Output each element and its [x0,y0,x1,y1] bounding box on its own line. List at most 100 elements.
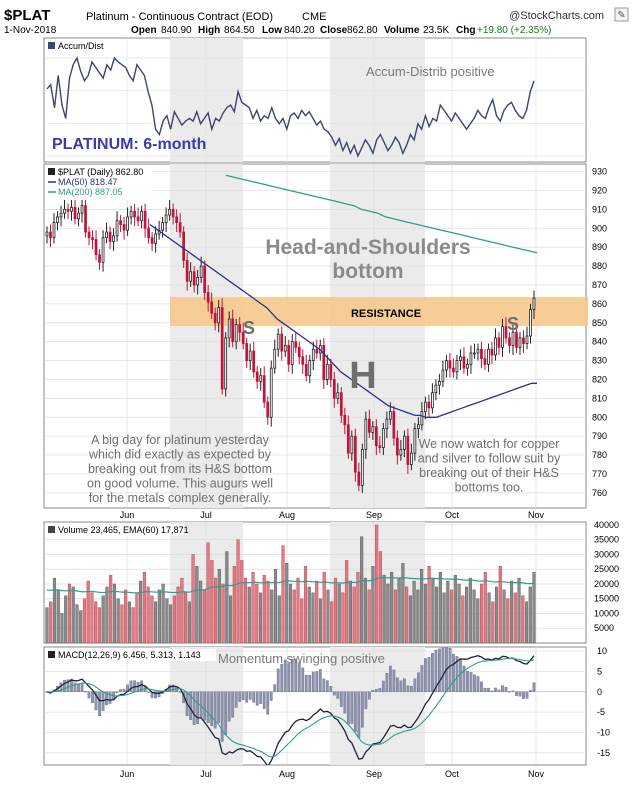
volume-bar [187,601,191,644]
candle-body [438,380,441,386]
volume-bar [322,571,326,644]
volume-bar [303,566,308,644]
candle-body [420,411,424,426]
candle-body [322,345,326,380]
ohlc-summary: Open 840.90 High 864.50 Low 840.20 Close… [131,25,552,36]
macd-histogram-bar [199,691,203,718]
volume-bar [476,598,480,644]
macd-histogram-bar [98,691,101,717]
volume-bar [307,586,311,644]
volume-bar [360,536,364,644]
candle-body [301,356,305,365]
settings-icon[interactable]: ✎ [614,7,629,22]
candle-body [273,348,277,369]
accum-dist-panel: Accum/Dist Accum-Distrib positive PLATIN… [43,37,587,163]
macd-histogram-bar [294,658,298,692]
macd-histogram-bar [431,652,434,692]
macd-tick-label: -10 [597,727,610,737]
price-panel: RESISTANCE Head-and-Shoulders bottom S H… [43,163,607,520]
candle-body [294,341,298,348]
macd-histogram-bar [501,685,504,692]
macd-histogram-bar [409,685,413,692]
candle-body [217,307,221,324]
price-x-label: Oct [445,510,460,520]
macd-histogram-bar [80,682,84,692]
bottom-x-label: Jun [120,769,135,779]
volume-bar [296,577,300,644]
macd-histogram-bar [210,691,214,727]
candle-body [171,208,175,218]
candle-body [410,452,413,465]
macd-histogram-bar [259,691,263,704]
note-right-line: breaking out of their H&S [419,466,559,480]
shade-band [330,38,425,162]
volume-bar [255,583,259,644]
price-tick-label: 770 [592,469,607,479]
volume-bar [266,580,270,644]
low-value: 840.20 [284,25,315,36]
candle-body [105,231,108,239]
chart-title: PLATINUM: 6-month [52,136,206,153]
volume-bar [229,595,233,644]
volume-bar [378,551,382,644]
volume-bar [71,586,75,644]
exchange-label: CME [302,11,326,23]
hs-title-line1: Head-and-Shoulders [265,236,470,259]
macd-histogram-bar [241,691,245,701]
price-tick-label: 870 [592,280,607,290]
volume-bar [232,566,236,644]
macd-histogram-bar [262,691,266,709]
candle-body [224,337,228,390]
candle-body [266,401,270,418]
candle-body [154,233,157,244]
candle-body [241,331,245,344]
candle-body [441,369,445,382]
volume-bar [120,604,124,644]
macd-histogram-bar [140,680,143,692]
candle-body [374,426,378,447]
volume-bar [262,574,266,644]
volume-bar [405,586,409,644]
candle-body [129,210,133,218]
volume-bar [281,545,285,644]
candle-body [91,237,94,241]
volume-bar [498,566,502,644]
candle-body [210,301,214,314]
volume-tick-label: 35000 [594,535,619,545]
note-left-line: for the metals complex generally. [89,491,272,505]
candle-body [364,418,368,450]
close-label: Close [320,25,348,36]
macd-histogram-bar [371,690,375,692]
macd-histogram-bar [525,691,529,699]
volume-bar [86,580,90,644]
macd-histogram-bar [105,691,108,706]
candle-body [245,343,249,361]
volume-bar [131,607,135,644]
open-value: 840.90 [161,25,192,36]
candle-body [199,265,203,278]
macd-histogram-bar [73,682,77,692]
candle-body [133,210,136,218]
volume-bar [446,580,450,644]
volume-bar [453,574,457,644]
macd-histogram-bar [63,679,66,692]
candle-body [238,324,242,333]
volume-bar [420,569,424,644]
price-tick-label: 860 [592,299,607,309]
bottom-x-label: Sep [366,769,382,779]
volume-axis: 5000 10000 15000 20000 25000 30000 35000 40000 [594,520,619,633]
volume-bar [494,586,499,644]
volume-bar [438,571,442,644]
macd-histogram-bar [438,648,441,692]
candle-body [431,392,434,409]
macd-histogram-bar [87,691,91,699]
candle-body [49,231,52,239]
candle-body [269,367,273,418]
macd-line [46,655,535,765]
macd-histogram-bar [147,691,150,693]
macd-histogram-bar [66,679,70,692]
candle-body [234,324,238,343]
macd-histogram-bar [227,691,231,722]
price-tick-label: 920 [592,185,607,195]
ma50-legend: MA(50) 818.47 [58,177,118,187]
